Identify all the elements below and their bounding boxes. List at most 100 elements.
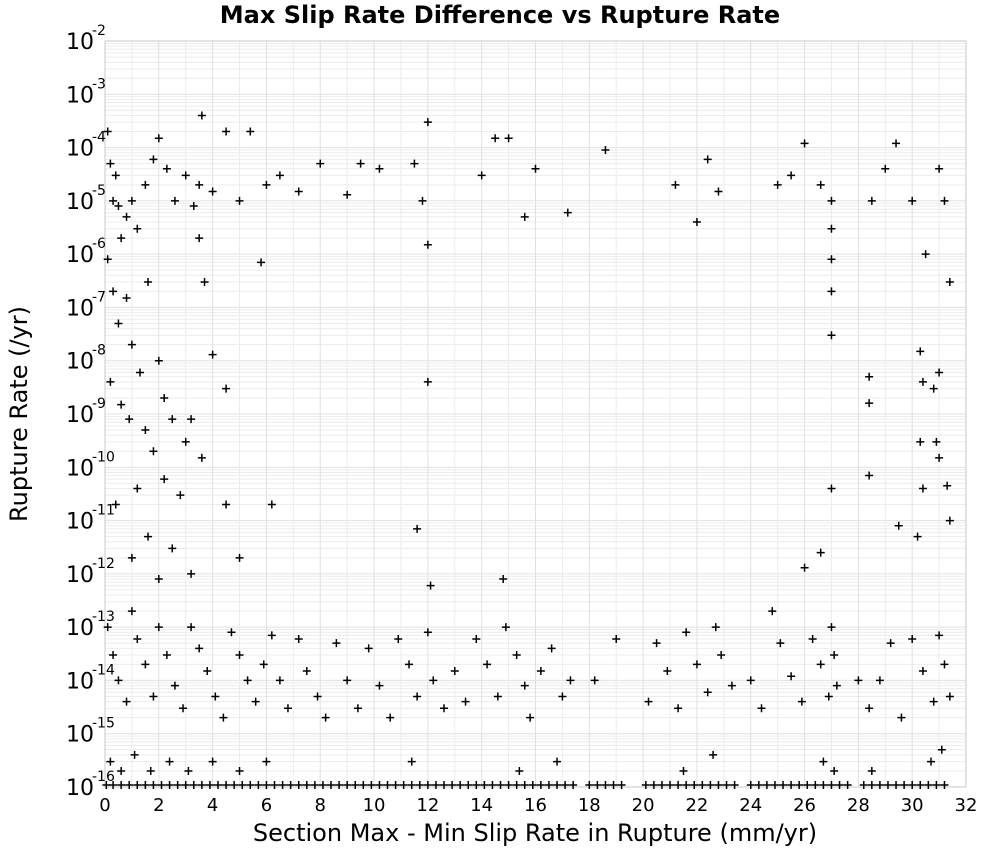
data-point	[461, 697, 470, 706]
data-point	[111, 171, 120, 180]
data-point	[122, 697, 131, 706]
y-tick-label: 10-9	[66, 396, 106, 428]
data-point	[162, 651, 171, 660]
data-point	[867, 196, 876, 205]
data-point	[181, 171, 190, 180]
data-point	[208, 757, 217, 766]
data-point	[157, 781, 166, 789]
data-point	[187, 415, 196, 424]
data-point	[679, 766, 688, 775]
y-tick-base: 10	[66, 296, 94, 321]
data-point	[367, 781, 376, 789]
data-point	[114, 319, 123, 328]
y-tick-label: 10-13	[66, 609, 115, 641]
y-tick-exponent: -6	[92, 236, 106, 252]
y-tick-label: 10-4	[66, 130, 106, 162]
data-point	[515, 766, 524, 775]
x-tick-label: 14	[470, 795, 493, 816]
data-point	[170, 196, 179, 205]
data-point	[170, 681, 179, 690]
data-point	[918, 484, 927, 493]
data-point	[246, 127, 255, 136]
data-point	[692, 218, 701, 227]
data-point	[154, 134, 163, 143]
chart-title: Max Slip Rate Difference vs Rupture Rate	[220, 1, 780, 29]
data-point	[302, 667, 311, 676]
data-point	[762, 781, 771, 789]
x-tick-label: 12	[416, 795, 439, 816]
data-point	[865, 399, 874, 408]
y-tick-labels: 10-210-310-410-510-610-710-810-910-1010-…	[66, 23, 115, 801]
data-point	[127, 607, 136, 616]
data-point	[294, 187, 303, 196]
data-point	[410, 159, 419, 168]
data-point	[803, 781, 812, 789]
data-point	[943, 481, 952, 490]
data-point	[294, 781, 303, 789]
data-point	[197, 111, 206, 120]
data-point	[512, 781, 521, 789]
plot-frame	[104, 40, 967, 788]
data-point	[883, 781, 892, 789]
data-point	[787, 781, 796, 789]
x-tick-label: 28	[847, 795, 870, 816]
y-tick-label: 10-16	[66, 769, 115, 801]
y-tick-label: 10-15	[66, 716, 115, 748]
data-point	[795, 781, 804, 789]
data-point	[746, 781, 755, 789]
y-tick-base: 10	[66, 456, 94, 481]
data-point	[243, 676, 252, 685]
data-point	[267, 500, 276, 509]
data-point	[351, 781, 360, 789]
data-point	[827, 623, 836, 632]
data-point	[109, 651, 118, 660]
data-point	[235, 651, 244, 660]
data-point	[644, 697, 653, 706]
data-point	[154, 623, 163, 632]
data-point	[184, 766, 193, 775]
data-point	[195, 234, 204, 243]
y-tick-base: 10	[66, 30, 94, 55]
data-point	[816, 660, 825, 669]
data-point	[111, 500, 120, 509]
data-point	[714, 781, 723, 789]
data-point	[117, 766, 126, 775]
x-tick-label: 26	[793, 795, 816, 816]
x-tick-label: 16	[524, 795, 547, 816]
data-point	[897, 713, 906, 722]
data-point	[464, 781, 473, 789]
data-point	[222, 500, 231, 509]
data-point	[945, 692, 954, 701]
data-point	[711, 623, 720, 632]
data-point	[714, 187, 723, 196]
data-point	[208, 350, 217, 359]
data-point	[154, 575, 163, 584]
data-point	[133, 484, 142, 493]
data-point	[940, 781, 949, 789]
data-point	[908, 634, 917, 643]
x-tick-label: 6	[261, 795, 272, 816]
data-point	[109, 287, 118, 296]
data-point	[133, 224, 142, 233]
data-point	[553, 781, 562, 789]
data-point	[483, 660, 492, 669]
data-point	[657, 781, 666, 789]
data-point	[929, 697, 938, 706]
data-point	[364, 644, 373, 653]
data-point	[141, 660, 150, 669]
data-point	[867, 766, 876, 775]
y-tick-base: 10	[66, 83, 94, 108]
data-point	[426, 581, 435, 590]
data-point	[251, 697, 260, 706]
y-tick-exponent: -12	[92, 556, 115, 572]
data-point	[918, 667, 927, 676]
data-point	[383, 781, 392, 789]
data-point	[536, 781, 545, 789]
data-point	[222, 781, 231, 789]
data-point	[800, 139, 809, 148]
data-point	[423, 628, 432, 637]
data-point	[440, 704, 449, 713]
data-point	[165, 781, 174, 789]
x-tick-label: 2	[153, 795, 164, 816]
